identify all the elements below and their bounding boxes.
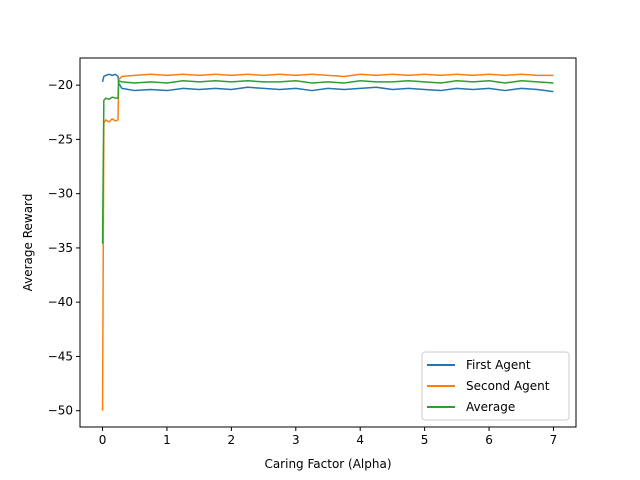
y-tick-label-4: −30 xyxy=(48,187,73,201)
legend-label-2: Second Agent xyxy=(466,379,550,393)
y-axis: −50 −45 −40 −35 −30 −25 −20 xyxy=(48,78,80,418)
x-tick-label-6: 6 xyxy=(485,433,493,447)
x-tick-label-4: 4 xyxy=(356,433,364,447)
y-tick-label-1: −45 xyxy=(48,349,73,363)
x-axis-label: Caring Factor (Alpha) xyxy=(264,457,391,471)
y-tick-label-2: −40 xyxy=(48,295,73,309)
y-axis-label: Average Reward xyxy=(21,194,35,292)
x-tick-label-1: 1 xyxy=(163,433,171,447)
legend: First Agent Second Agent Average xyxy=(421,351,570,421)
x-tick-label-2: 2 xyxy=(228,433,236,447)
series-line-2 xyxy=(101,73,554,411)
y-tick-label-3: −35 xyxy=(48,241,73,255)
x-tick-label-5: 5 xyxy=(421,433,429,447)
series-lines xyxy=(101,73,554,411)
plot-frame xyxy=(79,57,577,428)
x-axis: 0 1 2 3 4 5 6 7 xyxy=(99,427,558,447)
legend-label-3: Average xyxy=(466,400,515,414)
x-tick-label-0: 0 xyxy=(99,433,107,447)
series-line-3 xyxy=(101,80,554,244)
legend-label-1: First Agent xyxy=(466,358,531,372)
x-tick-label-3: 3 xyxy=(292,433,300,447)
legend-box xyxy=(421,351,570,421)
y-tick-label-6: −20 xyxy=(48,78,73,92)
y-tick-label-5: −25 xyxy=(48,132,73,146)
y-tick-label-0: −50 xyxy=(48,404,73,418)
x-tick-label-7: 7 xyxy=(550,433,558,447)
series-line-1 xyxy=(101,73,554,93)
